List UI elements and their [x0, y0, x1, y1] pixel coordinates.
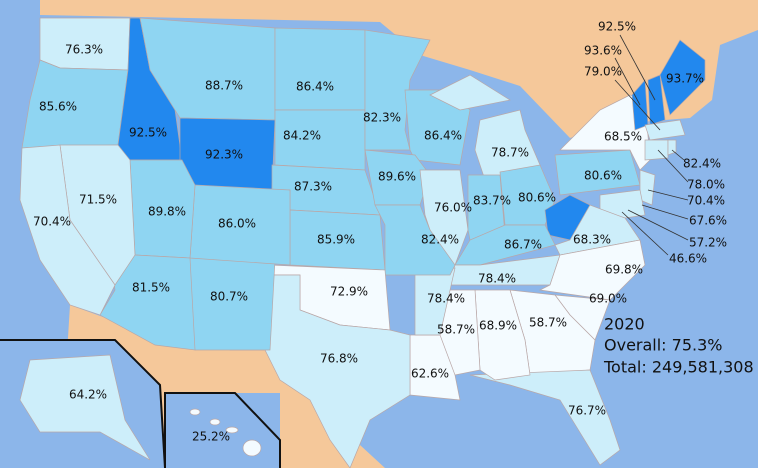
state-label: 82.4%	[421, 233, 459, 247]
state-label: 76.7%	[568, 404, 606, 418]
state-label: 82.4%	[683, 157, 721, 171]
canada	[40, 0, 758, 138]
state-label: 82.3%	[363, 111, 401, 125]
state-label: 68.3%	[573, 233, 611, 247]
legend-year: 2020	[604, 315, 645, 334]
state-label: 76.8%	[320, 352, 358, 366]
state-label: 72.9%	[330, 285, 368, 299]
state-label: 80.6%	[584, 169, 622, 183]
state-label: 76.0%	[434, 201, 472, 215]
state-label: 25.2%	[192, 430, 230, 444]
insets	[0, 339, 281, 468]
states	[19, 17, 706, 468]
state-label: 78.4%	[478, 272, 516, 286]
state-label: 67.6%	[689, 214, 727, 228]
state-label: 69.8%	[605, 263, 643, 277]
state-label: 93.7%	[666, 72, 704, 86]
state-label: 62.6%	[411, 367, 449, 381]
state-label: 78.4%	[427, 292, 465, 306]
state-label: 64.2%	[69, 388, 107, 402]
state-label: 86.4%	[424, 129, 462, 143]
state-label: 58.7%	[437, 323, 475, 337]
state-label: 71.5%	[79, 193, 117, 207]
state-label: 86.7%	[504, 238, 542, 252]
state-label: 68.9%	[479, 319, 517, 333]
state-label: 70.4%	[33, 215, 71, 229]
state-label: 81.5%	[132, 281, 170, 295]
state-label: 86.0%	[218, 217, 256, 231]
state-label: 80.7%	[210, 290, 248, 304]
legend-overall: Overall: 75.3%	[604, 336, 722, 355]
state-label: 87.3%	[294, 180, 332, 194]
state-label: 84.2%	[283, 129, 321, 143]
state-label: 85.6%	[39, 100, 77, 114]
state-label: 70.4%	[687, 194, 725, 208]
state-label: 76.3%	[65, 43, 103, 57]
legend-total: Total: 249,581,308	[603, 358, 754, 377]
state-label: 80.6%	[518, 191, 556, 205]
state-label: 57.2%	[689, 236, 727, 250]
state-label: 85.9%	[317, 233, 355, 247]
state-label: 93.6%	[584, 44, 622, 58]
state-label: 78.0%	[687, 178, 725, 192]
state-label: 46.6%	[669, 252, 707, 266]
state-label: 89.8%	[148, 205, 186, 219]
state-label: 69.0%	[589, 292, 627, 306]
state-label: 58.7%	[529, 316, 567, 330]
state-label: 83.7%	[473, 194, 511, 208]
state-label: 78.7%	[491, 146, 529, 160]
state-label: 92.3%	[205, 148, 243, 162]
state-label: 86.4%	[296, 80, 334, 94]
state-label: 79.0%	[584, 65, 622, 79]
leader-lines	[614, 34, 689, 256]
state-label: 88.7%	[205, 79, 243, 93]
state-label: 68.5%	[604, 130, 642, 144]
state-label: 92.5%	[129, 126, 167, 140]
state-label: 92.5%	[598, 20, 636, 34]
state-label: 89.6%	[378, 170, 416, 184]
